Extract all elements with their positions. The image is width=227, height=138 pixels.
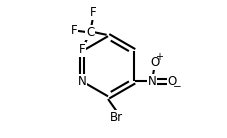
Text: O: O [150, 56, 159, 69]
Text: N: N [148, 75, 156, 88]
Text: N: N [78, 75, 86, 88]
Text: O: O [168, 75, 177, 88]
Text: F: F [90, 6, 96, 19]
Text: +: + [155, 52, 163, 62]
Text: C: C [86, 26, 94, 39]
Text: F: F [71, 24, 77, 37]
Text: Br: Br [110, 111, 123, 124]
Text: F: F [79, 43, 85, 56]
Text: −: − [173, 82, 182, 92]
